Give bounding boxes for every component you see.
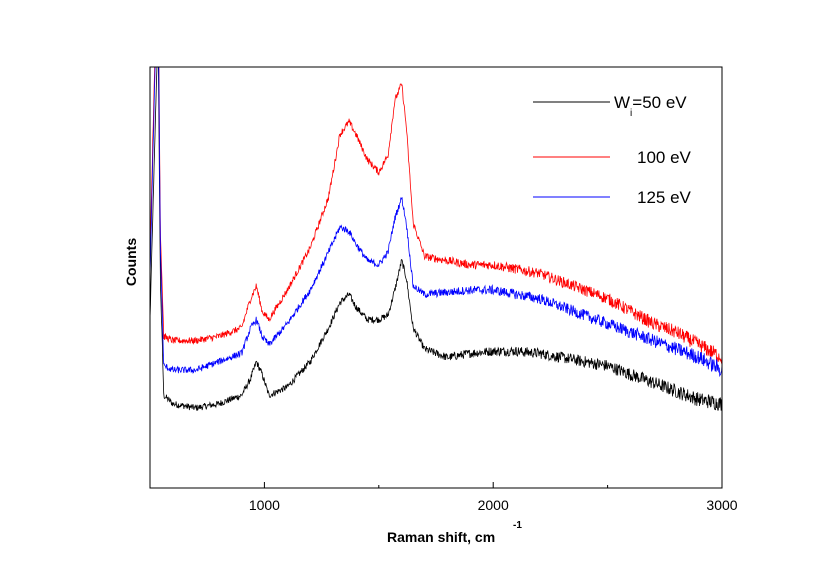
series-layer [150,67,722,411]
legend-label-2: 125 eV [637,188,692,207]
legend-label-0: Wi=50 eV [614,93,687,119]
series-line-1 [150,67,722,364]
legend: Wi=50 eV 100 eV 125 eV [533,93,692,207]
x-tick-label: 1000 [249,497,280,513]
x-axis-ticks: 1000 2000 3000 [149,482,738,513]
plot-frame [149,66,723,489]
x-axis-title-superscript: -1 [513,520,522,531]
series-line-2 [150,67,722,378]
legend-label-1: 100 eV [637,148,692,167]
x-tick-label: 2000 [478,497,509,513]
series-line-0 [150,67,722,411]
y-axis-title: Counts [123,238,139,286]
x-axis-title: Raman shift, cm [387,529,495,545]
x-tick-label: 3000 [706,497,737,513]
